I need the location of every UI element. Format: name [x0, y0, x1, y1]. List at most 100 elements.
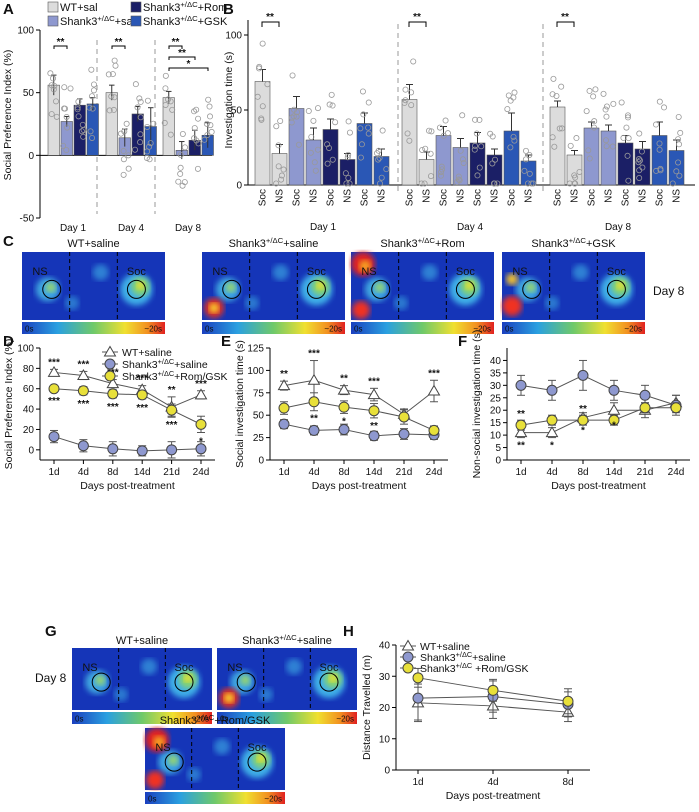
y-tick-label: 0	[28, 445, 34, 456]
legend-label: Shank3+/ΔC+GSK	[143, 14, 228, 28]
y-tick-label: 25	[490, 393, 502, 404]
data-point	[169, 106, 176, 113]
zone-ns-label: NS	[361, 266, 376, 278]
data-point	[162, 72, 169, 79]
sig-star: *	[550, 441, 554, 452]
y-tick-label: 15	[490, 418, 502, 429]
legend-label: WT+saline	[420, 641, 470, 653]
marker	[562, 695, 574, 707]
heat-spot	[95, 675, 106, 686]
color-scale	[351, 322, 494, 334]
data-point	[147, 140, 154, 147]
bar-label: Soc	[326, 189, 337, 206]
sig-bracket	[408, 21, 427, 27]
marker	[47, 365, 61, 377]
data-point	[86, 104, 93, 111]
y-tick-label: 40	[23, 405, 35, 416]
bar-label: Soc	[553, 189, 564, 206]
data-point	[504, 106, 511, 113]
x-axis-label: Days post-treatment	[446, 790, 541, 802]
bar	[617, 142, 634, 186]
data-point	[205, 96, 212, 103]
marker	[428, 424, 440, 436]
bar-label: Soc	[258, 189, 269, 206]
bar	[271, 153, 288, 186]
data-point	[556, 125, 563, 132]
marker	[515, 419, 527, 431]
panel-label-A: A	[3, 1, 14, 18]
data-point	[273, 123, 280, 130]
x-axis-label: Days post-treatment	[80, 480, 175, 492]
data-point	[61, 84, 68, 91]
group-label: Day 1	[60, 223, 87, 234]
data-point	[656, 98, 663, 105]
marker	[577, 414, 589, 426]
x-tick-label: 1d	[412, 777, 423, 788]
y-tick-label: 100	[17, 344, 34, 355]
sig-star: *	[199, 437, 203, 448]
scale-max: ~20s	[473, 325, 491, 334]
data-point	[510, 94, 517, 101]
marker	[337, 383, 351, 395]
data-point	[48, 111, 55, 118]
group-label: Day 8	[605, 222, 632, 233]
x-tick-label: 1d	[278, 467, 289, 478]
y-tick-label: 0	[384, 766, 390, 777]
bar-label: NS	[343, 189, 354, 203]
data-point	[150, 120, 157, 127]
heat-spot	[168, 755, 179, 766]
data-point	[438, 169, 445, 176]
heat-spot	[245, 296, 260, 310]
bar-label: NS	[309, 189, 320, 203]
data-point	[455, 173, 462, 180]
data-point	[204, 132, 211, 139]
x-tick-label: 8d	[562, 777, 573, 788]
data-point	[656, 146, 663, 153]
marker	[639, 402, 651, 414]
data-point	[510, 133, 517, 140]
sig-star: *	[612, 421, 616, 432]
sig-star: **	[579, 404, 587, 415]
data-point	[378, 174, 385, 181]
data-point	[259, 40, 266, 47]
marker	[639, 389, 651, 401]
data-point	[609, 143, 616, 150]
data-point	[437, 172, 444, 179]
scale-min: 0s	[220, 715, 228, 724]
sig-star: **	[517, 441, 525, 452]
marker	[402, 651, 414, 663]
sig-star: ***	[428, 368, 440, 379]
data-point	[105, 71, 112, 78]
data-point	[585, 147, 592, 154]
y-tick-label: 20	[490, 406, 502, 417]
cup-soc	[306, 279, 326, 299]
data-point	[278, 176, 285, 183]
data-point	[311, 159, 318, 166]
sig-star: **	[561, 12, 569, 23]
marker	[77, 368, 90, 380]
cup-soc	[247, 752, 267, 772]
data-point	[636, 175, 643, 182]
data-point	[526, 151, 533, 158]
data-point	[549, 91, 556, 98]
data-point	[379, 127, 386, 134]
data-point	[472, 116, 479, 123]
cup-ns	[42, 279, 62, 299]
y-tick-label: 0	[258, 456, 264, 467]
heat-spot	[209, 303, 219, 313]
heat-spot	[257, 754, 265, 763]
data-point	[106, 107, 113, 114]
sig-star: **	[178, 48, 186, 59]
data-point	[472, 142, 479, 149]
data-point	[63, 113, 70, 120]
data-point	[324, 141, 331, 148]
data-point	[358, 141, 365, 148]
data-point	[74, 106, 81, 113]
data-point	[342, 170, 349, 177]
heat-spot	[92, 264, 109, 281]
data-point	[305, 108, 312, 115]
x-tick-label: 21d	[637, 467, 654, 478]
data-point	[326, 101, 333, 108]
cup-soc	[319, 672, 339, 692]
scale-min: 0s	[354, 325, 362, 334]
